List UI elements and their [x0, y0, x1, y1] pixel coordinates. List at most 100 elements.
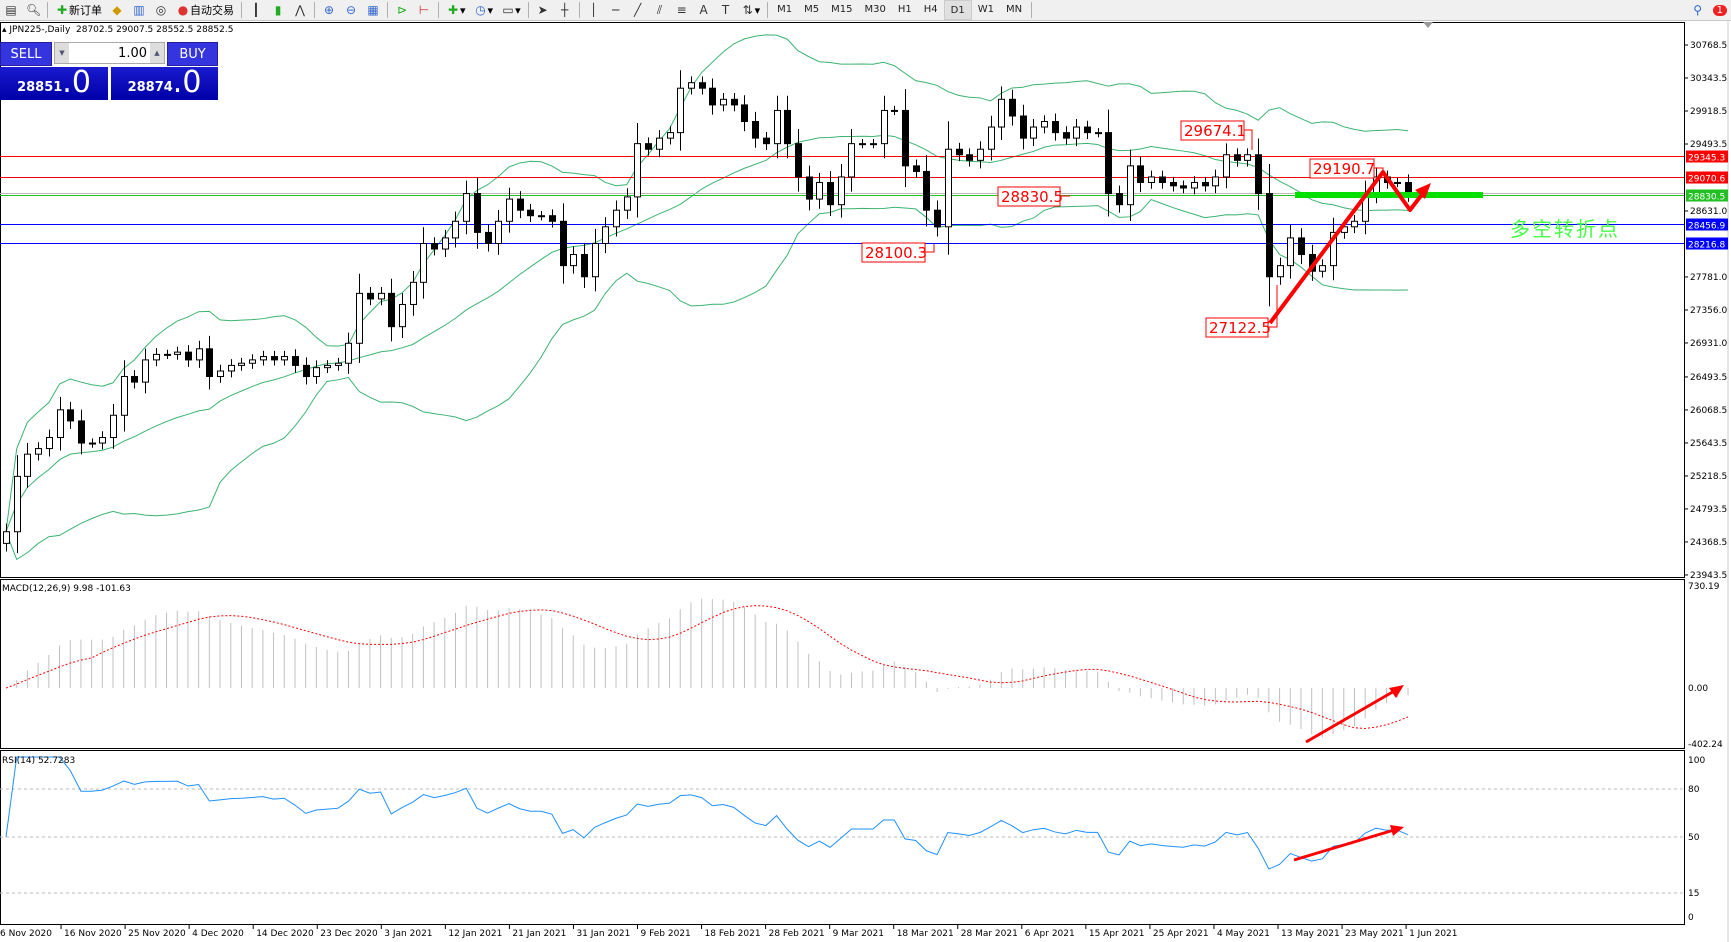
- level-price-tag: [1686, 237, 1728, 250]
- tile-windows-button[interactable]: ▦: [362, 1, 384, 19]
- candle-bull: [378, 292, 385, 300]
- candle-bull: [656, 137, 663, 150]
- candle-bull: [260, 356, 267, 361]
- new-chart-button[interactable]: ▤: [0, 1, 22, 19]
- new-order-icon: ✚: [56, 3, 68, 17]
- periods-button[interactable]: ◷ ▾: [475, 3, 494, 17]
- text-label-button[interactable]: T: [715, 1, 737, 19]
- market-watch-button[interactable]: ◆: [106, 1, 128, 19]
- line-chart-button[interactable]: ⋀: [289, 1, 311, 19]
- x-tick-label: 3 Jan 2021: [384, 929, 432, 939]
- zoom-button[interactable]: 🔍︎: [22, 1, 44, 19]
- candle-chart-button[interactable]: ▮: [267, 1, 289, 19]
- candle-bear: [581, 254, 588, 278]
- panel-frame: [0, 579, 1685, 749]
- label-27122: 27122.5: [1209, 319, 1271, 337]
- crosshair-button[interactable]: ┼: [554, 1, 576, 19]
- arrows-button[interactable]: ⇅ ▾: [742, 3, 761, 17]
- bar-chart-button[interactable]: ┃: [245, 1, 267, 19]
- candle-bear: [1159, 176, 1166, 183]
- zoom-out-button[interactable]: ⊖: [340, 1, 362, 19]
- panel-frame: [0, 22, 1685, 578]
- candle-bull: [1351, 220, 1358, 228]
- timeframe-d1[interactable]: D1: [943, 0, 972, 20]
- timeframe-mn[interactable]: MN: [1005, 3, 1023, 15]
- x-tick-label: 18 Mar 2021: [897, 929, 954, 939]
- macd-signal-line: [5, 605, 1409, 729]
- candle-bear: [1170, 181, 1177, 187]
- timeframe-m5[interactable]: M5: [804, 3, 820, 15]
- candle-bull: [624, 196, 631, 211]
- fibonacci-button[interactable]: ≡: [671, 1, 693, 19]
- candles: [3, 70, 1412, 553]
- trend-arrow-main: [1268, 170, 1429, 325]
- text-label-icon: T: [721, 3, 730, 17]
- vertical-line-button[interactable]: │: [583, 1, 605, 19]
- trend-arrow-rsi: [1293, 828, 1395, 862]
- annotations[interactable]: 29674.1 29190.7 28830.5 28100.3 27122.5 …: [861, 120, 1620, 862]
- buy-price[interactable]: 28874.0: [111, 67, 218, 100]
- candle-bear: [731, 98, 738, 106]
- candle-bull: [24, 453, 31, 477]
- y-tick-label: 24793.5: [1690, 505, 1727, 515]
- candle-bull: [870, 143, 877, 146]
- sell-price-frac: .0: [62, 65, 91, 100]
- new-order-button[interactable]: ✚ 新订单: [51, 1, 106, 19]
- axes: 29345.3 29070.6 28830.5 28456.9 28216.8 30768…: [0, 41, 1728, 939]
- candle-bear: [517, 198, 524, 211]
- timeframe-m1[interactable]: M1: [777, 3, 793, 15]
- signals-button[interactable]: ◎: [150, 1, 172, 19]
- history-button[interactable]: ▥: [128, 1, 150, 19]
- cursor-button[interactable]: ➤: [532, 1, 554, 19]
- timeframe-h4[interactable]: H4: [923, 3, 938, 15]
- candle-bull: [1095, 132, 1102, 135]
- candle-bear: [367, 292, 374, 300]
- timeframe-w1[interactable]: W1: [977, 3, 994, 15]
- candle-bear: [67, 409, 74, 422]
- chart-shift-button[interactable]: ⊢: [413, 1, 435, 19]
- horizontal-line-icon: ─: [611, 3, 620, 17]
- trendline-button[interactable]: ╱: [627, 1, 649, 19]
- candle-bear: [485, 231, 492, 245]
- sell-price[interactable]: 28851.0: [0, 67, 108, 100]
- candle-bear: [78, 420, 85, 444]
- level-price-label: 29345.3: [1688, 154, 1725, 164]
- candle-bull: [14, 475, 21, 533]
- lot-increase-button[interactable]: ▲: [150, 43, 164, 63]
- label-28100: 28100.3: [865, 244, 927, 262]
- y-tick-label: 27781.0: [1690, 273, 1727, 283]
- candle-bull: [891, 109, 898, 112]
- indicators-button[interactable]: ✚ ▾: [447, 3, 466, 17]
- auto-trading-button[interactable]: ● 自动交易: [172, 1, 238, 19]
- text-button[interactable]: A: [693, 1, 715, 19]
- autoscroll-icon: ⊳: [396, 3, 408, 17]
- candle-bull: [153, 353, 160, 361]
- candle-bear: [549, 215, 556, 222]
- timeframe-m30[interactable]: M30: [864, 3, 886, 15]
- autoscroll-button[interactable]: ⊳: [391, 1, 413, 19]
- search-button[interactable]: ⚲: [1687, 1, 1709, 19]
- notifications-button[interactable]: 1: [1709, 1, 1731, 19]
- crosshair-icon: ┼: [560, 3, 569, 17]
- lot-decrease-button[interactable]: ▼: [55, 43, 69, 63]
- templates-button[interactable]: ▭ ▾: [502, 3, 521, 17]
- candle-bear: [763, 137, 770, 145]
- candle-bull: [677, 87, 684, 134]
- candle-bull: [228, 364, 235, 372]
- bar-chart-icon: ┃: [252, 3, 260, 17]
- equidistant-channel-button[interactable]: ⫽: [649, 1, 671, 19]
- zoom-in-button[interactable]: ⊕: [318, 1, 340, 19]
- magnifier-icon: 🔍︎: [26, 3, 42, 17]
- candle-bear: [1052, 121, 1059, 134]
- lot-size-input[interactable]: [69, 45, 150, 61]
- candle-bear: [1063, 132, 1070, 139]
- candle-bear: [1266, 193, 1273, 278]
- horizontal-line-button[interactable]: ─: [605, 1, 627, 19]
- timeframe-h1[interactable]: H1: [897, 3, 912, 15]
- label-leader: [1244, 129, 1253, 150]
- sell-button[interactable]: SELL: [0, 42, 52, 66]
- timeframe-m15[interactable]: M15: [831, 3, 853, 15]
- candle-bear: [956, 148, 963, 156]
- buy-button[interactable]: BUY: [167, 42, 218, 66]
